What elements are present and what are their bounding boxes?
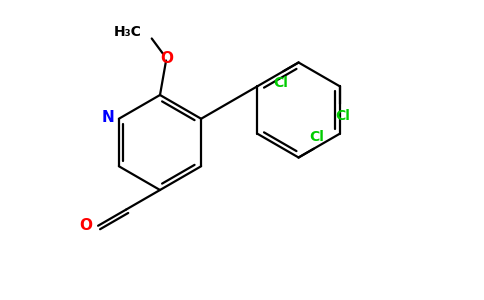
Text: H₃C: H₃C — [114, 26, 142, 40]
Text: N: N — [102, 110, 114, 125]
Text: Cl: Cl — [273, 76, 288, 90]
Text: Cl: Cl — [335, 109, 349, 123]
Text: O: O — [79, 218, 92, 233]
Text: Cl: Cl — [309, 130, 324, 144]
Text: O: O — [161, 51, 174, 66]
